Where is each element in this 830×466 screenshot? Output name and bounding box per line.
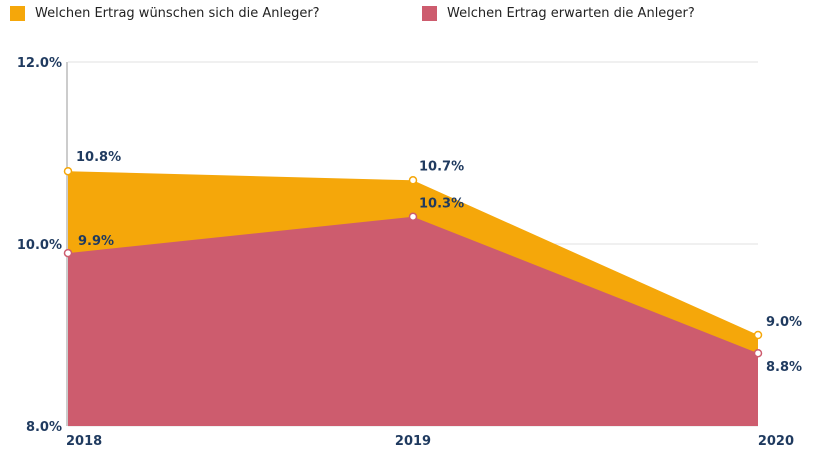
x-tick-label: 2020	[758, 434, 794, 449]
data-point	[408, 176, 418, 185]
data-point	[753, 330, 763, 340]
legend-item-wish: Welchen Ertrag wünschen sich die Anleger…	[10, 6, 320, 21]
data-point	[63, 166, 73, 176]
chart-legend: Welchen Ertrag wünschen sich die Anleger…	[10, 6, 830, 28]
legend-swatch-expect	[422, 6, 437, 21]
data-label: 10.8%	[76, 150, 121, 165]
data-point	[753, 348, 763, 358]
data-label: 10.7%	[419, 159, 464, 174]
legend-label-wish: Welchen Ertrag wünschen sich die Anleger…	[35, 6, 320, 21]
y-tick-label: 12.0%	[17, 56, 62, 71]
area-series-1	[68, 216, 758, 426]
data-label: 8.8%	[766, 360, 802, 375]
data-label: 10.3%	[419, 197, 464, 212]
data-point	[63, 248, 73, 258]
x-tick-label: 2018	[66, 434, 102, 449]
legend-swatch-wish	[10, 6, 25, 21]
legend-item-expect: Welchen Ertrag erwarten die Anleger?	[422, 6, 695, 21]
legend-label-expect: Welchen Ertrag erwarten die Anleger?	[447, 6, 695, 21]
data-label: 9.0%	[766, 315, 802, 330]
data-point	[408, 212, 418, 221]
x-tick-label: 2019	[395, 434, 431, 449]
data-label: 9.9%	[78, 234, 114, 249]
y-tick-label: 10.0%	[17, 238, 62, 253]
y-tick-label: 8.0%	[26, 420, 62, 435]
